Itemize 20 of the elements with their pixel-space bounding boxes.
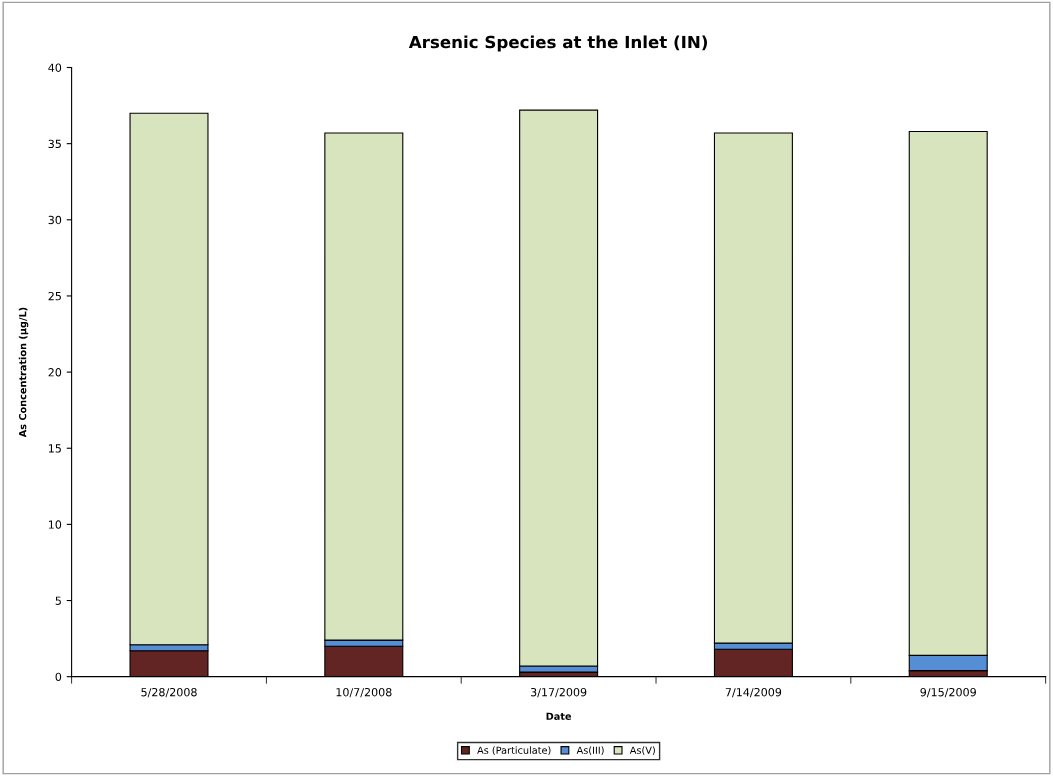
x-tick-label: 3/17/2009 [530,687,587,698]
y-tick-label: 25 [48,291,61,301]
x-tick-label: 10/7/2008 [336,687,392,698]
y-tick-label: 35 [48,139,61,149]
y-tick-label: 5 [55,596,61,605]
legend-label: As(III) [576,746,604,756]
y-tick-label: 15 [48,444,61,453]
y-axis-title: As Concentration (µg/L) [18,307,29,438]
y-tick-label: 0 [55,672,62,682]
y-tick-label: 30 [48,215,62,225]
y-tick-label: 20 [48,368,62,377]
chart-title: Arsenic Species at the Inlet (IN) [408,35,708,52]
y-tick-label: 40 [48,63,62,72]
legend-label: As (Particulate) [477,746,551,756]
x-tick-label: 9/15/2009 [920,687,976,698]
legend-label: As(V) [629,746,655,756]
x-axis-title: Date [546,712,572,720]
x-tick-label: 5/28/2008 [141,687,197,698]
x-tick-label: 7/14/2009 [725,687,782,698]
y-tick-label: 10 [48,520,62,529]
